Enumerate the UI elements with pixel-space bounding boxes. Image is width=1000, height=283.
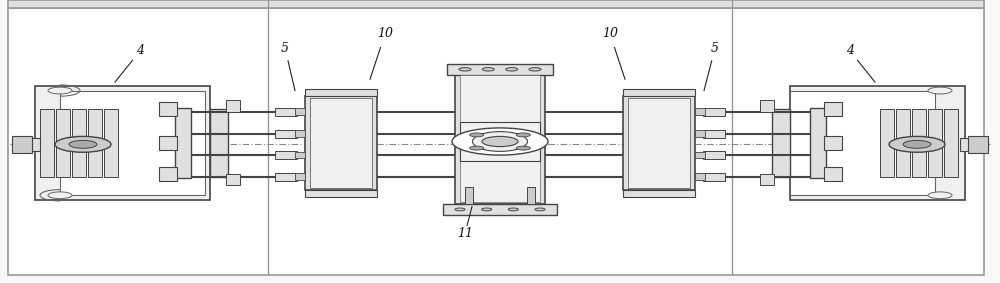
Circle shape <box>482 68 494 71</box>
Bar <box>460 75 540 202</box>
Bar <box>104 109 118 177</box>
Bar <box>60 91 205 195</box>
Circle shape <box>482 136 518 147</box>
Bar <box>56 109 70 177</box>
Bar <box>295 152 305 158</box>
Bar <box>159 136 177 150</box>
Bar <box>72 109 86 177</box>
Ellipse shape <box>473 132 528 151</box>
Bar <box>175 108 191 178</box>
Text: 11: 11 <box>457 227 473 240</box>
Bar <box>275 108 297 116</box>
Text: 4: 4 <box>846 44 854 57</box>
Circle shape <box>69 140 97 148</box>
Bar <box>305 190 377 197</box>
Text: 4: 4 <box>136 44 144 57</box>
Bar <box>443 204 557 215</box>
Text: 10: 10 <box>377 27 393 40</box>
Text: 5: 5 <box>281 42 289 55</box>
Bar <box>703 151 725 159</box>
Bar <box>226 174 240 185</box>
Circle shape <box>455 208 465 211</box>
Bar <box>960 138 988 151</box>
Bar <box>824 102 842 116</box>
Bar <box>12 136 32 153</box>
Bar <box>295 173 305 180</box>
Circle shape <box>529 68 541 71</box>
Bar <box>772 109 790 177</box>
Bar <box>455 74 545 204</box>
Bar <box>703 173 725 181</box>
Bar <box>275 151 297 159</box>
Circle shape <box>508 208 518 211</box>
Circle shape <box>470 146 484 150</box>
Bar <box>305 96 377 190</box>
Bar <box>35 86 210 200</box>
Bar <box>275 130 297 138</box>
Bar <box>159 102 177 116</box>
Circle shape <box>506 68 518 71</box>
Circle shape <box>928 192 952 199</box>
Bar <box>790 91 935 195</box>
Bar <box>460 122 540 161</box>
Bar <box>210 109 228 177</box>
Circle shape <box>516 133 530 137</box>
Circle shape <box>516 146 530 150</box>
Circle shape <box>903 140 931 148</box>
Circle shape <box>48 87 72 94</box>
Bar <box>810 108 826 178</box>
Circle shape <box>889 136 945 152</box>
Circle shape <box>55 136 111 152</box>
Bar <box>695 152 705 158</box>
Bar <box>703 108 725 116</box>
Bar <box>824 136 842 150</box>
Bar <box>790 86 965 200</box>
Bar <box>896 109 910 177</box>
Text: 10: 10 <box>602 27 618 40</box>
Circle shape <box>459 68 471 71</box>
Bar <box>12 138 40 151</box>
Bar <box>40 109 54 177</box>
Bar <box>310 98 372 188</box>
Bar <box>928 109 942 177</box>
Bar <box>695 130 705 137</box>
Circle shape <box>535 208 545 211</box>
Bar <box>295 108 305 115</box>
Bar <box>295 130 305 137</box>
Bar <box>695 108 705 115</box>
Bar <box>944 109 958 177</box>
Bar <box>912 109 926 177</box>
Bar <box>968 136 988 153</box>
Bar <box>628 98 690 188</box>
Bar <box>305 89 377 96</box>
Bar <box>623 89 695 96</box>
Bar <box>88 109 102 177</box>
Text: 5: 5 <box>711 42 719 55</box>
Bar <box>760 174 774 185</box>
Bar <box>623 190 695 197</box>
Bar <box>8 0 984 8</box>
Circle shape <box>482 208 492 211</box>
Bar <box>703 130 725 138</box>
Bar <box>695 173 705 180</box>
Bar <box>824 167 842 181</box>
Bar <box>275 173 297 181</box>
Circle shape <box>452 128 548 155</box>
Circle shape <box>928 87 952 94</box>
Bar <box>447 64 553 75</box>
Bar <box>527 187 535 204</box>
Bar <box>623 96 695 190</box>
Bar <box>226 100 240 112</box>
Bar <box>880 109 894 177</box>
Circle shape <box>470 133 484 137</box>
Bar <box>465 187 473 204</box>
Bar <box>159 167 177 181</box>
Circle shape <box>48 192 72 199</box>
Bar <box>760 100 774 112</box>
